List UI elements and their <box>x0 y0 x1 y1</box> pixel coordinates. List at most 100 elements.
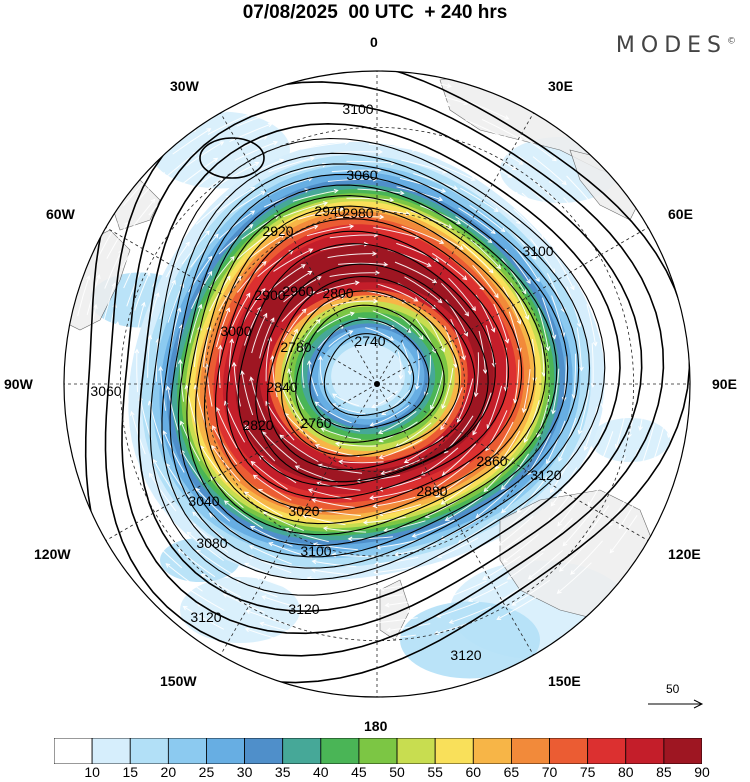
streamline <box>283 202 328 218</box>
streamline-arrow <box>487 238 493 244</box>
streamline-arrow <box>311 559 317 565</box>
streamline <box>410 210 452 229</box>
streamline <box>66 392 76 437</box>
streamline <box>148 218 174 253</box>
streamline <box>312 499 355 508</box>
streamline <box>149 473 177 512</box>
streamline-arrow <box>500 227 506 233</box>
streamline <box>475 352 480 397</box>
streamline <box>598 308 607 350</box>
streamline <box>175 324 183 368</box>
streamline <box>445 496 483 521</box>
streamline <box>331 169 381 173</box>
streamline <box>303 515 346 526</box>
streamline-arrow <box>374 561 379 567</box>
streamline <box>329 234 378 239</box>
streamline-arrow <box>614 443 620 449</box>
streamline-arrow <box>330 76 336 81</box>
colorbar-tick-label: 65 <box>503 764 520 780</box>
streamline-arrow <box>639 463 645 469</box>
streamline-arrow <box>318 355 323 361</box>
lon-label-150e: 150E <box>548 673 581 689</box>
streamline <box>372 634 416 641</box>
streamline <box>206 363 213 407</box>
streamline-arrow <box>95 360 101 365</box>
streamline-arrow <box>444 516 450 521</box>
streamline <box>275 225 318 245</box>
streamline <box>441 367 454 409</box>
streamline <box>650 358 655 404</box>
streamline-arrow <box>577 429 583 435</box>
streamline-arrow <box>302 514 308 519</box>
contour-label: 2940 <box>314 203 345 219</box>
streamline <box>507 552 544 580</box>
streamline-arrow <box>226 275 231 281</box>
streamline-arrow <box>261 595 267 600</box>
streamline-arrow <box>506 575 512 580</box>
streamline-arrow <box>650 308 655 314</box>
streamline <box>331 403 366 415</box>
streamline-arrow <box>211 445 216 450</box>
streamline-arrow <box>259 621 265 627</box>
streamline <box>504 248 531 284</box>
colorbar-swatch <box>91 738 131 764</box>
colorbar-swatch <box>54 738 93 764</box>
streamline <box>163 431 185 473</box>
streamline <box>595 431 614 474</box>
colorbar-swatch <box>244 738 284 764</box>
streamline-arrow <box>263 312 268 318</box>
streamline-arrow <box>465 152 471 157</box>
contour-label: 2920 <box>262 223 293 239</box>
streamline-arrow <box>463 100 469 106</box>
contour-label: 2780 <box>280 339 311 355</box>
streamline-arrow <box>130 544 135 550</box>
streamline <box>216 308 230 348</box>
streamline <box>416 126 461 141</box>
streamline <box>493 303 509 343</box>
streamline-arrow <box>532 255 537 260</box>
lon-label-60e: 60E <box>668 206 693 222</box>
contour-label: 2860 <box>476 453 507 469</box>
height-contour <box>121 101 643 635</box>
height-contour <box>226 230 509 499</box>
streamline <box>309 638 354 644</box>
streamline-arrow <box>223 500 229 505</box>
streamline <box>407 601 450 613</box>
streamline <box>541 297 556 339</box>
streamline-arrow <box>504 115 510 120</box>
streamline <box>608 270 624 310</box>
streamline-arrow <box>250 187 256 192</box>
meridian <box>376 227 649 385</box>
streamline <box>184 585 225 611</box>
streamline <box>665 329 670 374</box>
streamline-arrow <box>419 335 424 341</box>
streamline-arrow <box>316 276 322 281</box>
streamline-arrow <box>447 224 453 229</box>
shade-core <box>331 344 405 408</box>
streamline-arrow <box>300 264 306 269</box>
streamline <box>165 463 194 503</box>
streamline-arrow <box>523 437 529 443</box>
streamline <box>469 204 505 232</box>
colorbar-tick-label: 35 <box>274 764 291 780</box>
streamline <box>132 502 163 539</box>
streamline-arrow <box>649 466 654 472</box>
streamline <box>566 286 581 327</box>
streamline <box>380 581 424 590</box>
streamline <box>259 317 275 359</box>
streamline-arrow <box>383 261 389 267</box>
streamline <box>265 337 272 382</box>
streamline-arrow <box>546 459 551 465</box>
streamline-arrow <box>309 619 315 625</box>
streamline <box>201 574 242 598</box>
height-contour <box>323 333 415 417</box>
streamline-arrow <box>197 303 203 309</box>
reference-vector-arrow <box>648 699 704 709</box>
streamline-arrow <box>373 569 379 575</box>
streamline-arrow <box>636 363 642 369</box>
streamline <box>258 489 298 512</box>
streamline-arrow <box>380 470 386 476</box>
reference-vector-label: 50 <box>666 682 680 696</box>
streamline-arrow <box>659 402 664 408</box>
streamline <box>365 327 394 341</box>
